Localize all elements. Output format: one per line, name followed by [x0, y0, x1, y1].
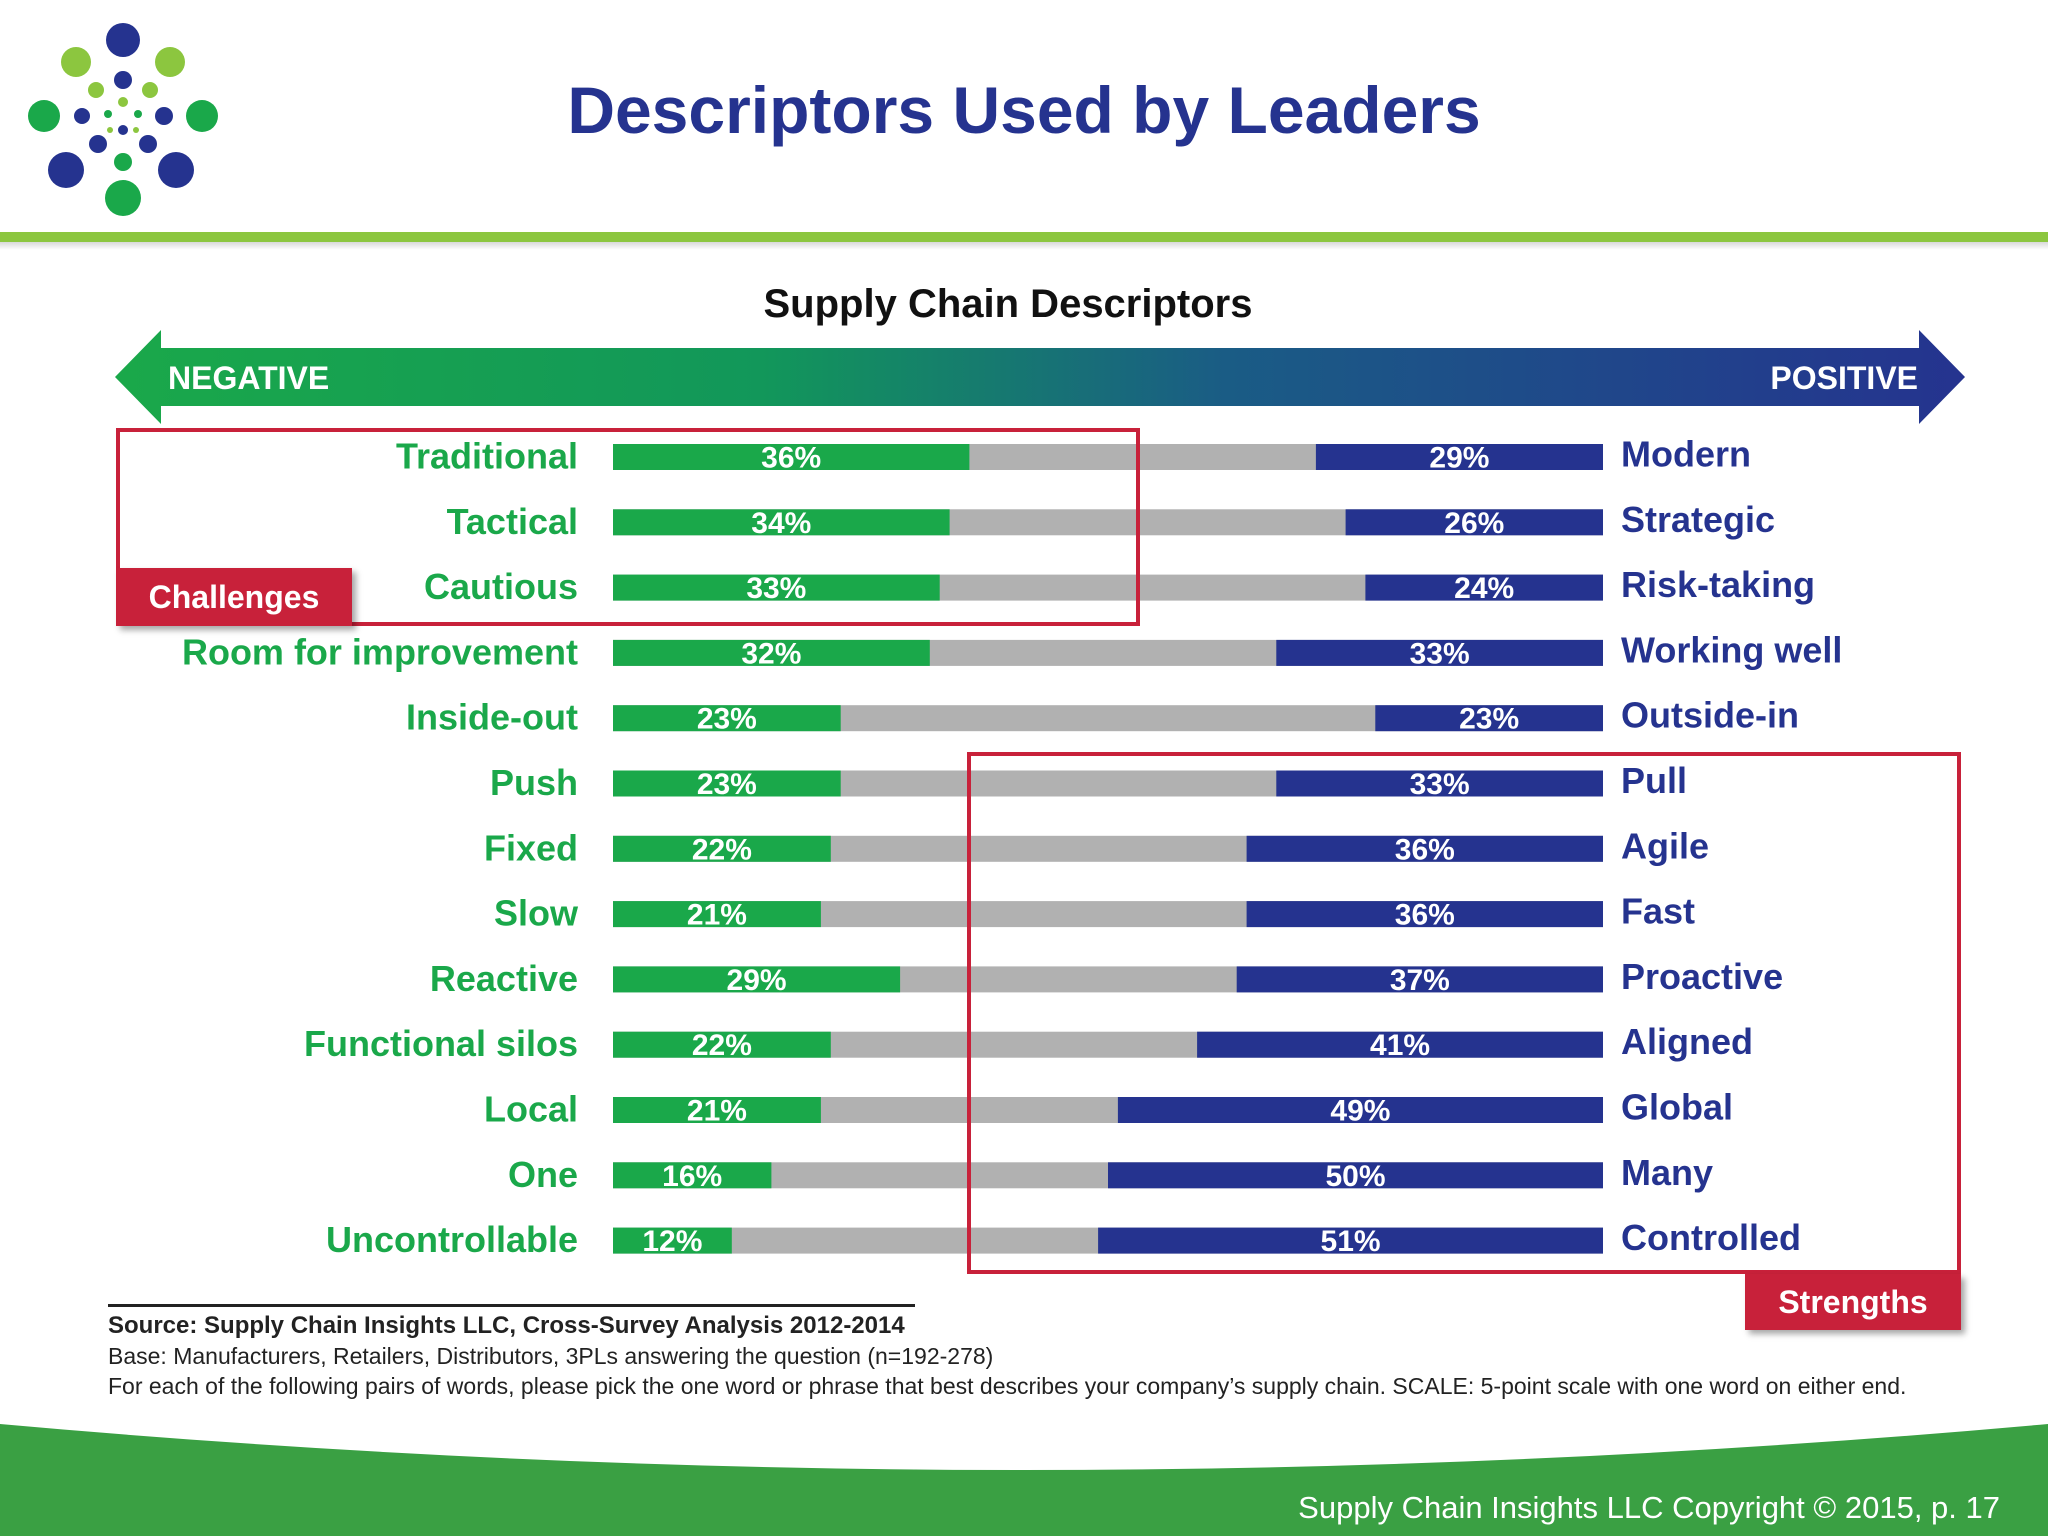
positive-bar: [1365, 574, 1603, 601]
negative-descriptor-label: Room for improvement: [182, 631, 578, 672]
positive-descriptor-label: Strategic: [1621, 499, 1775, 540]
header-divider-shadow: [0, 242, 2048, 250]
positive-data-label: 23%: [1459, 703, 1519, 736]
negative-descriptor-label: One: [508, 1154, 578, 1195]
source-notes: Source: Supply Chain Insights LLC, Cross…: [108, 1304, 1928, 1401]
negative-descriptor-label: Functional silos: [304, 1023, 578, 1064]
challenges-tag: Challenges: [116, 568, 352, 626]
negative-data-label: 21%: [687, 899, 747, 932]
positive-descriptor-label: Outside-in: [1621, 695, 1799, 736]
negative-data-label: 21%: [687, 1095, 747, 1128]
negative-bar: [613, 770, 841, 797]
positive-data-label: 24%: [1454, 572, 1514, 605]
positive-bar: [1375, 705, 1603, 732]
positive-bar: [1345, 509, 1603, 536]
negative-bar: [613, 835, 831, 862]
negative-data-label: 29%: [727, 964, 787, 997]
negative-positive-scale-arrow: [115, 330, 1965, 424]
copyright-text: Supply Chain Insights LLC Copyright © 20…: [1298, 1490, 2000, 1525]
negative-bar: [613, 705, 841, 732]
neutral-bar: [613, 705, 1603, 732]
challenges-callout-box: [116, 428, 1140, 626]
positive-label: POSITIVE: [1770, 360, 1918, 396]
positive-data-label: 26%: [1444, 507, 1504, 540]
negative-data-label: 12%: [642, 1225, 702, 1258]
dot-burst-logo-icon: [28, 23, 218, 216]
negative-bar: [613, 901, 821, 928]
negative-data-label: 22%: [692, 1029, 752, 1062]
positive-data-label: 29%: [1429, 442, 1489, 475]
negative-data-label: 16%: [662, 1160, 722, 1193]
negative-descriptor-label: Fixed: [484, 827, 578, 868]
negative-label: NEGATIVE: [168, 360, 330, 396]
negative-descriptor-label: Inside-out: [406, 697, 578, 738]
positive-descriptor-label: Risk-taking: [1621, 564, 1815, 605]
chart-title: Supply Chain Descriptors: [763, 282, 1253, 326]
negative-data-label: 32%: [741, 637, 801, 670]
strengths-callout-box: [967, 752, 1961, 1274]
negative-bar: [613, 1097, 821, 1123]
negative-bar: [613, 966, 901, 993]
positive-bar: [1315, 444, 1603, 470]
negative-bar: [613, 1162, 772, 1189]
negative-data-label: 23%: [697, 703, 757, 736]
negative-descriptor-label: Local: [484, 1089, 578, 1130]
strengths-tag: Strengths: [1745, 1274, 1961, 1330]
base-line: Base: Manufacturers, Retailers, Distribu…: [108, 1343, 994, 1369]
positive-descriptor-label: Working well: [1621, 629, 1842, 670]
negative-bar: [613, 1227, 732, 1254]
positive-bar: [1276, 639, 1603, 666]
negative-descriptor-label: Slow: [494, 893, 579, 934]
negative-data-label: 23%: [697, 768, 757, 801]
neutral-bar: [613, 639, 1603, 666]
negative-bar: [613, 639, 930, 666]
header-divider: [0, 232, 2048, 242]
negative-descriptor-label: Reactive: [430, 958, 578, 999]
positive-descriptor-label: Modern: [1621, 434, 1751, 475]
negative-data-label: 22%: [692, 833, 752, 866]
question-line: For each of the following pairs of words…: [108, 1373, 1907, 1399]
negative-descriptor-label: Uncontrollable: [326, 1219, 578, 1260]
negative-descriptor-label: Push: [490, 762, 578, 803]
slide-title: Descriptors Used by Leaders: [567, 73, 1481, 147]
positive-data-label: 33%: [1410, 637, 1470, 670]
negative-bar: [613, 1031, 831, 1058]
source-line: Source: Supply Chain Insights LLC, Cross…: [108, 1304, 915, 1341]
